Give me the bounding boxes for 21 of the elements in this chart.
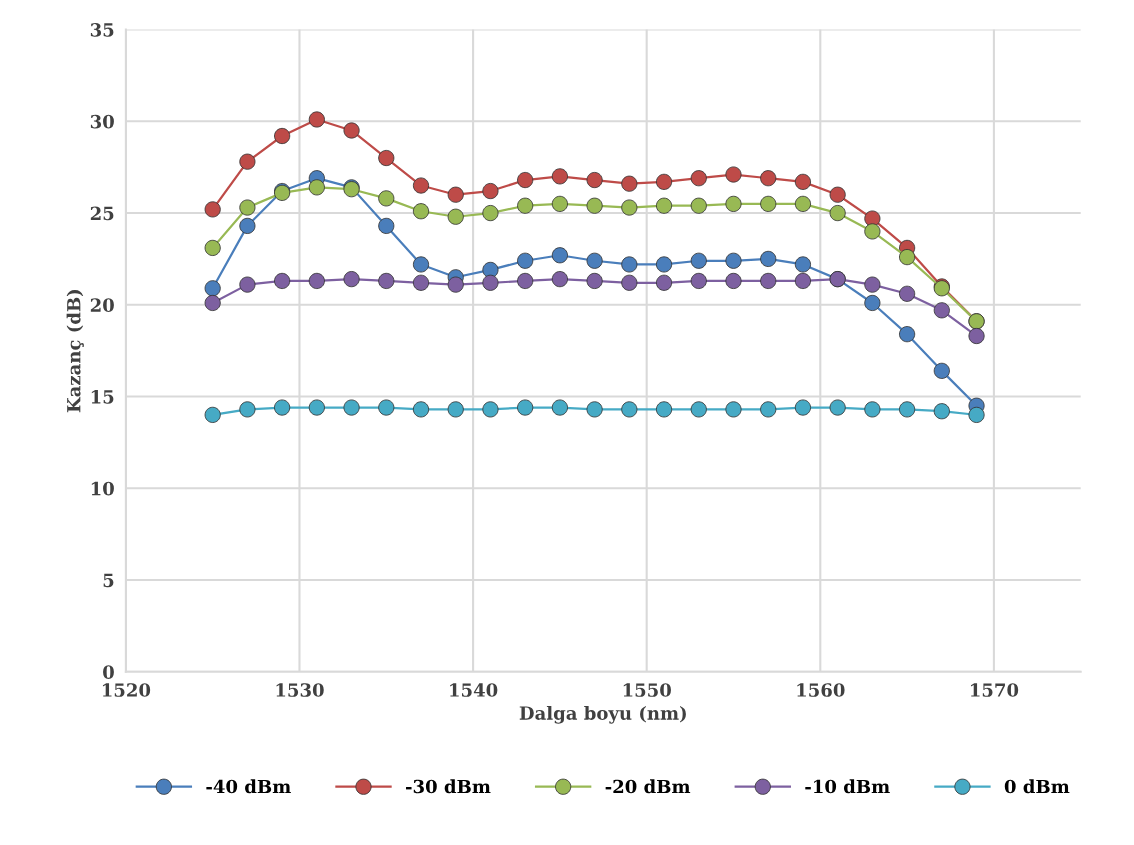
y-tick-label: 30 — [90, 114, 114, 129]
y-tick-label: 15 — [91, 390, 114, 404]
y-tick-label: 25 — [90, 206, 114, 221]
y-tick-label: 35 — [90, 23, 114, 37]
y-tick-label: 5 — [103, 573, 114, 588]
legend-label: -30 dBm — [406, 779, 491, 794]
x-tick-label: 1530 — [276, 683, 324, 697]
x-axis-title: Dalga boyu (nm) — [519, 705, 686, 724]
legend-label: -20 dBm — [605, 779, 691, 794]
legend-label: -40 dBm — [206, 779, 291, 794]
x-tick-label: 1550 — [623, 683, 671, 697]
legend-label: 0 dBm — [1004, 779, 1070, 794]
x-tick-label: 1540 — [450, 683, 498, 697]
y-tick-label: 20 — [90, 298, 114, 312]
legend-label: -10 dBm — [805, 779, 890, 794]
x-tick-label: 1570 — [970, 683, 1019, 697]
y-tick-label: 0 — [103, 665, 114, 679]
y-axis-title: Kazanç (dB) — [66, 290, 84, 413]
x-tick-label: 1520 — [102, 683, 151, 697]
x-tick-label: 1560 — [797, 683, 845, 697]
y-tick-label: 10 — [91, 481, 114, 496]
